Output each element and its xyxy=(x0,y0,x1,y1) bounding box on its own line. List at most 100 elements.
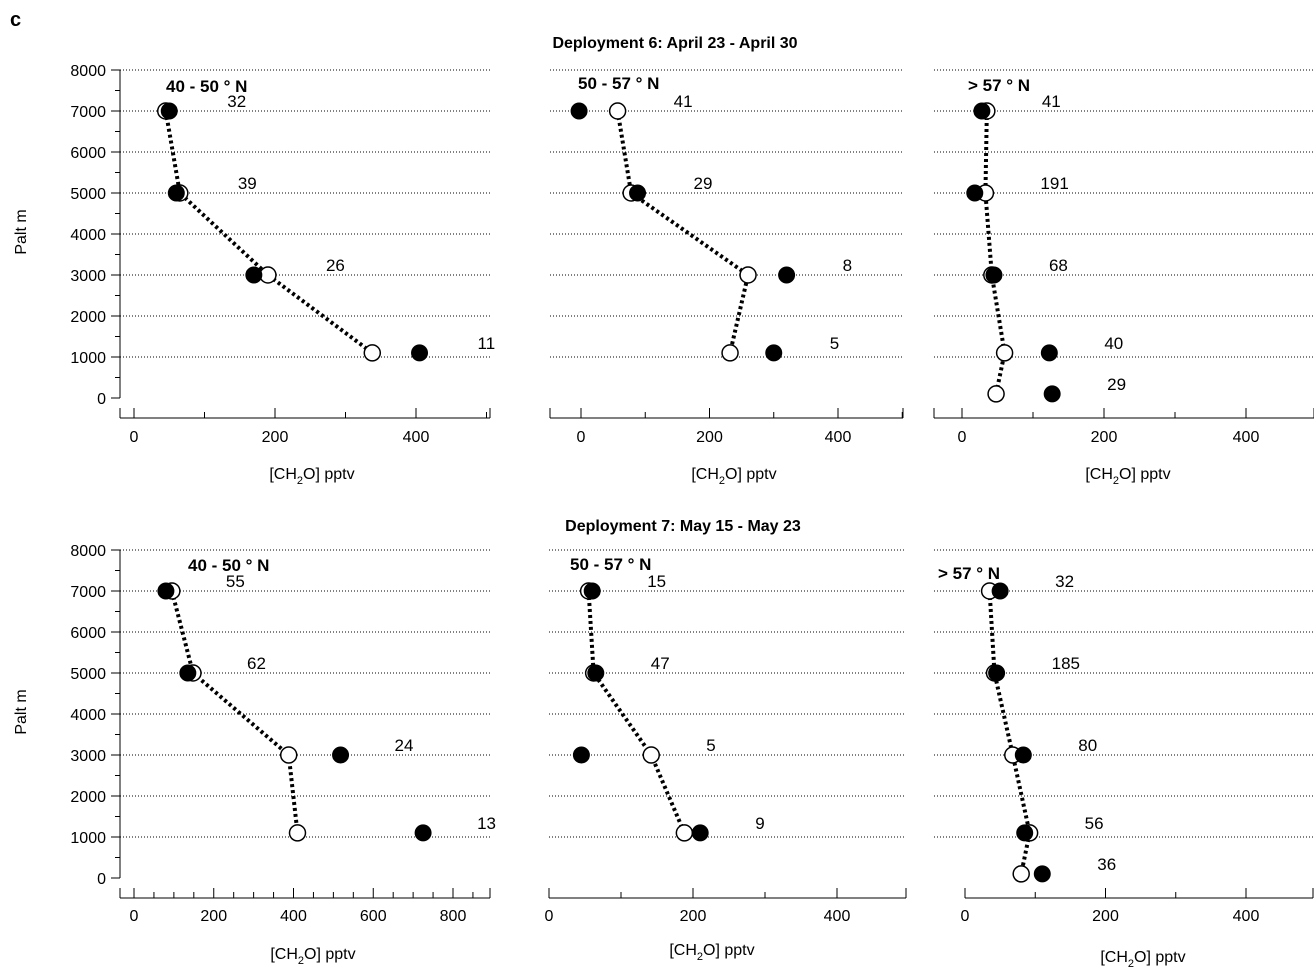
x-tick-label: 400 xyxy=(403,429,430,446)
y-tick-label: 6000 xyxy=(70,625,106,642)
x-tick-label: 0 xyxy=(958,429,967,446)
x-axis-title: [CH2O] pptv xyxy=(270,946,355,967)
y-tick-label: 8000 xyxy=(70,63,106,80)
count-label: 41 xyxy=(1042,92,1061,111)
open-marker xyxy=(739,266,757,284)
profile-line xyxy=(163,110,374,355)
y-tick-label: 8000 xyxy=(70,543,106,560)
panel-label: 40 - 50 ° N xyxy=(188,556,269,575)
y-tick-label: 0 xyxy=(97,871,106,888)
x-axis-title-prefix: [CH xyxy=(1085,466,1113,483)
y-tick-label: 4000 xyxy=(70,227,106,244)
count-label: 11 xyxy=(478,334,496,353)
x-axis-title-subscript: 2 xyxy=(719,475,725,487)
panel-label: 50 - 57 ° N xyxy=(578,74,659,93)
count-label: 36 xyxy=(1097,855,1116,874)
x-tick-label: 200 xyxy=(262,429,289,446)
open-marker xyxy=(363,344,382,362)
x-tick-label: 400 xyxy=(1233,429,1260,446)
filled-marker xyxy=(587,664,605,682)
count-label: 29 xyxy=(694,174,713,193)
x-axis-title-subscript: 2 xyxy=(697,951,703,963)
y-tick-label: 1000 xyxy=(70,830,106,847)
count-label: 80 xyxy=(1078,736,1097,755)
panel-label: 40 - 50 ° N xyxy=(166,77,247,96)
y-tick-label: 6000 xyxy=(70,145,106,162)
x-tick-label: 200 xyxy=(1091,429,1118,446)
count-label: 13 xyxy=(477,814,496,833)
panel-5: 0 200 400 [CH2O] pptv 50 - 57 ° N15 47 5 9 xyxy=(545,549,907,963)
count-label: 26 xyxy=(326,256,345,275)
count-label: 191 xyxy=(1040,174,1068,193)
y-tick-label: 2000 xyxy=(70,309,106,326)
y-axis-title-bottom: Palt m xyxy=(13,689,30,734)
x-axis-title-suffix: O] pptv xyxy=(1134,949,1186,966)
count-label: 47 xyxy=(651,654,670,673)
filled-marker xyxy=(629,184,647,202)
panel-label: 50 - 57 ° N xyxy=(570,555,651,574)
filled-marker xyxy=(583,582,601,600)
filled-marker xyxy=(966,184,984,202)
count-label: 55 xyxy=(226,572,245,591)
x-tick-label: 0 xyxy=(545,908,554,925)
filled-marker xyxy=(1043,385,1061,403)
y-tick-label: 2000 xyxy=(70,789,106,806)
figure-label: c xyxy=(10,9,21,31)
count-label: 185 xyxy=(1052,654,1080,673)
x-axis-title-prefix: [CH xyxy=(270,946,298,963)
x-tick-label: 200 xyxy=(1092,908,1119,925)
count-label: 62 xyxy=(247,654,266,673)
y-tick-label: 7000 xyxy=(70,104,106,121)
filled-marker xyxy=(988,664,1006,682)
open-marker xyxy=(721,344,739,362)
panel-label: > 57 ° N xyxy=(938,564,1000,583)
x-tick-label: 400 xyxy=(1233,908,1260,925)
x-tick-label: 0 xyxy=(130,908,139,925)
x-tick-label: 400 xyxy=(824,908,851,925)
filled-marker xyxy=(691,824,709,842)
filled-marker xyxy=(179,664,197,682)
panel-3: 0 200 400 [CH2O] pptv > 57 ° N 41 191 68 40 29 xyxy=(933,69,1314,487)
open-marker xyxy=(995,344,1014,362)
profile-line xyxy=(987,590,1032,875)
x-tick-label: 200 xyxy=(696,429,723,446)
x-tick-label: 800 xyxy=(440,908,467,925)
x-tick-label: 0 xyxy=(961,908,970,925)
open-marker xyxy=(288,824,307,842)
count-label: 5 xyxy=(706,736,715,755)
count-label: 56 xyxy=(1085,814,1104,833)
x-axis-title-subscript: 2 xyxy=(1128,958,1134,969)
count-label: 8 xyxy=(843,256,852,275)
count-label: 15 xyxy=(647,572,666,591)
y-tick-label: 7000 xyxy=(70,584,106,601)
x-axis-title-suffix: O] pptv xyxy=(303,466,355,483)
y-tick-label: 5000 xyxy=(70,186,106,203)
count-label: 39 xyxy=(238,174,257,193)
y-tick-label: 3000 xyxy=(70,748,106,765)
x-axis-title: [CH2O] pptv xyxy=(1100,949,1185,969)
filled-marker xyxy=(1014,746,1032,764)
count-label: 68 xyxy=(1049,256,1068,275)
x-tick-label: 200 xyxy=(200,908,227,925)
x-axis-title-suffix: O] pptv xyxy=(725,466,777,483)
filled-marker xyxy=(1040,344,1058,362)
filled-marker xyxy=(1016,824,1034,842)
deployment-title: Deployment 6: April 23 - April 30 xyxy=(552,35,797,52)
x-tick-label: 600 xyxy=(360,908,387,925)
count-label: 24 xyxy=(395,736,414,755)
filled-marker xyxy=(1033,865,1051,883)
count-label: 41 xyxy=(674,92,693,111)
x-axis-title-suffix: O] pptv xyxy=(1119,466,1171,483)
open-marker xyxy=(987,385,1005,403)
count-label: 32 xyxy=(1055,572,1074,591)
x-tick-label: 0 xyxy=(130,429,139,446)
count-label: 40 xyxy=(1104,334,1123,353)
y-tick-label: 1000 xyxy=(70,350,106,367)
y-tick-label: 5000 xyxy=(70,666,106,683)
profile-line xyxy=(615,110,751,354)
open-marker xyxy=(608,102,627,120)
